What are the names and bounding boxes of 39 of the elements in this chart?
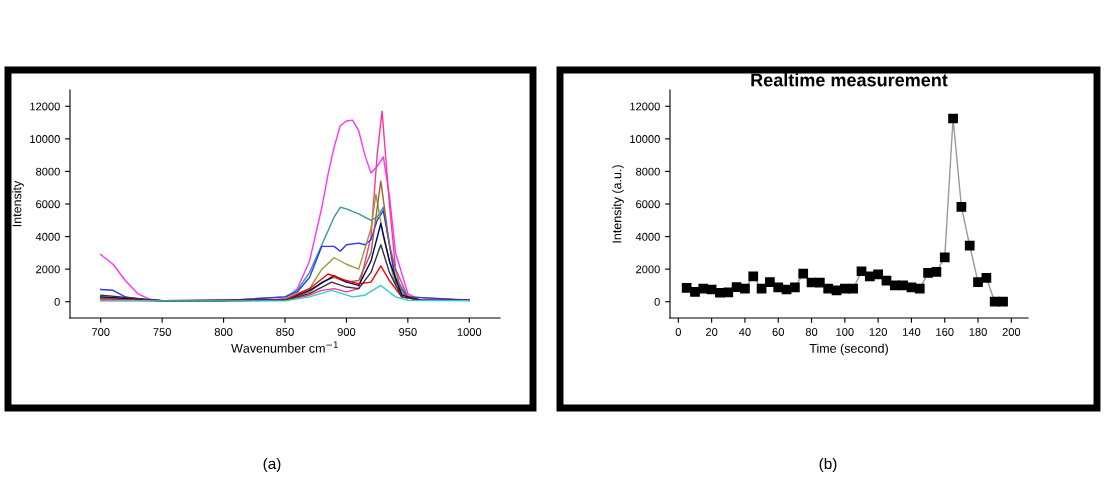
y-tick-label: 2000	[36, 265, 60, 274]
x-tick-label: 160	[936, 328, 954, 336]
x-tick-label: 800	[214, 328, 233, 336]
y-axis-title: Intensity (a.u.)	[612, 165, 624, 243]
y-tick-label: 8000	[36, 167, 60, 176]
y-tick-label: 2000	[636, 265, 660, 274]
x-tick-label: 100	[836, 328, 854, 336]
text: (b)	[819, 457, 837, 473]
y-tick-label: 4000	[635, 232, 660, 241]
y-tick-label: 12000	[30, 102, 60, 111]
x-tick-label: 60	[772, 328, 784, 336]
x-tick-label: 80	[805, 328, 818, 336]
x-axis-title: Time (second)	[809, 343, 888, 356]
y-tick-label: 8000	[636, 167, 660, 176]
y-tick-label: 4000	[35, 232, 60, 241]
text: (a)	[263, 457, 281, 473]
x-tick-label: 1000	[457, 328, 482, 336]
x-tick-label: 750	[153, 328, 171, 336]
y-tick-label: 6000	[36, 200, 60, 209]
y-tick-label: 0	[54, 297, 60, 306]
y-tick-label: 10000	[30, 135, 60, 143]
x-tick-label: 200	[1002, 328, 1021, 336]
x-tick-label: 140	[903, 328, 921, 336]
x-tick-label: 950	[399, 328, 417, 336]
x-tick-label: 0	[675, 328, 681, 336]
x-tick-label: 180	[969, 328, 987, 336]
x-tick-label: 120	[869, 328, 887, 336]
chart-title: Realtime measurement	[751, 73, 948, 87]
x-tick-label: 40	[739, 328, 751, 336]
x-tick-label: 20	[706, 328, 718, 336]
x-axis-title: Wavenumber cm$^{−1}$	[231, 341, 338, 353]
x-tick-label: 700	[92, 328, 110, 336]
x-tick-label: 850	[276, 328, 294, 336]
y-tick-label: 0	[654, 297, 660, 306]
y-tick-label: 10000	[630, 135, 660, 143]
y-tick-label: 12000	[630, 102, 660, 111]
y-tick-label: 6000	[636, 200, 660, 209]
x-tick-label: 900	[337, 328, 356, 336]
y-axis-title: Intensity	[12, 180, 24, 227]
